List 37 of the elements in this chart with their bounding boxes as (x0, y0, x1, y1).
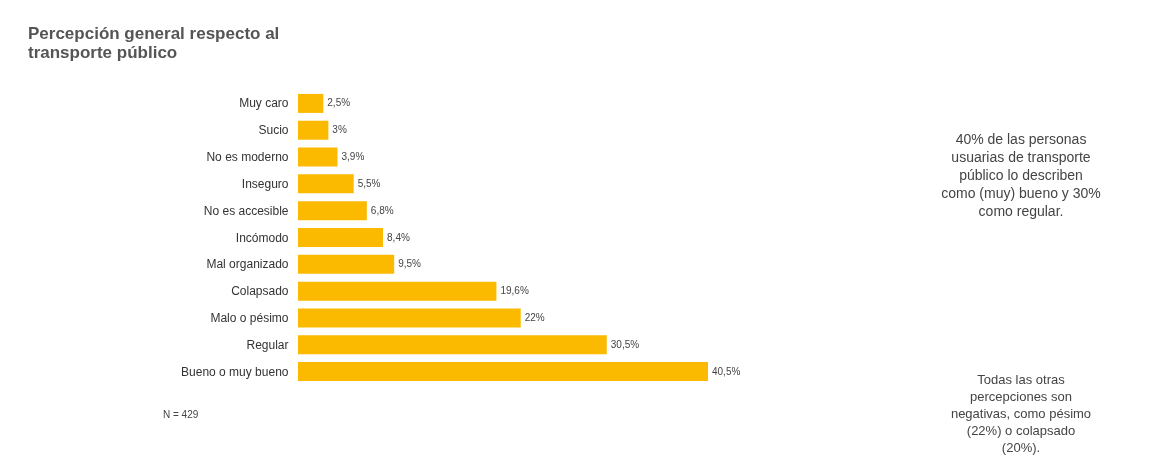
data-label: 6,8% (370, 204, 394, 216)
text: Todas las otras percepciones son negativas, como pésimo (22%) o colapsado (20%). (950, 372, 1092, 455)
text: 40% de las personas usuarias de transporte público lo describen como (muy) bueno y 30% como regular. (941, 131, 1101, 219)
data-label: 30,5% (610, 338, 640, 350)
y-tick-label: Mal organizado (206, 257, 289, 272)
bar (298, 254, 395, 274)
y-tick-label: No es accesible (203, 203, 289, 218)
data-label: 5,5% (357, 177, 381, 189)
y-tick-label: No es moderno (206, 150, 289, 165)
y-tick-label: Inseguro (241, 176, 289, 191)
y-tick-label: Bueno o muy bueno (181, 364, 289, 379)
bar (298, 174, 354, 194)
bar (298, 120, 329, 140)
bar (298, 308, 521, 328)
data-label: 3% (332, 124, 347, 136)
bar (298, 362, 708, 382)
bar (298, 93, 324, 113)
data-label: 22% (524, 311, 545, 323)
bar (298, 228, 384, 247)
data-label: 3,9% (341, 151, 365, 163)
data-label: 8,4% (387, 231, 410, 243)
bar (298, 201, 367, 221)
y-tick-label: Colapsado (231, 284, 289, 299)
y-tick-label: Muy caro (239, 96, 289, 111)
bar (298, 147, 338, 167)
data-label: 9,5% (398, 258, 422, 270)
y-tick-label: Regular (246, 337, 289, 352)
bar (298, 281, 497, 301)
y-tick-label: Incómodo (235, 230, 289, 245)
data-label: 2,5% (327, 97, 351, 109)
bar (298, 335, 607, 355)
text: Percepción general respecto al transporte público (28, 24, 280, 62)
data-label: 40,5% (712, 365, 741, 377)
y-tick-label: Sucio (258, 123, 289, 138)
data-label: 19,6% (500, 285, 529, 297)
y-tick-label: Malo o pésimo (210, 310, 289, 325)
text: N = 429 (163, 409, 199, 420)
